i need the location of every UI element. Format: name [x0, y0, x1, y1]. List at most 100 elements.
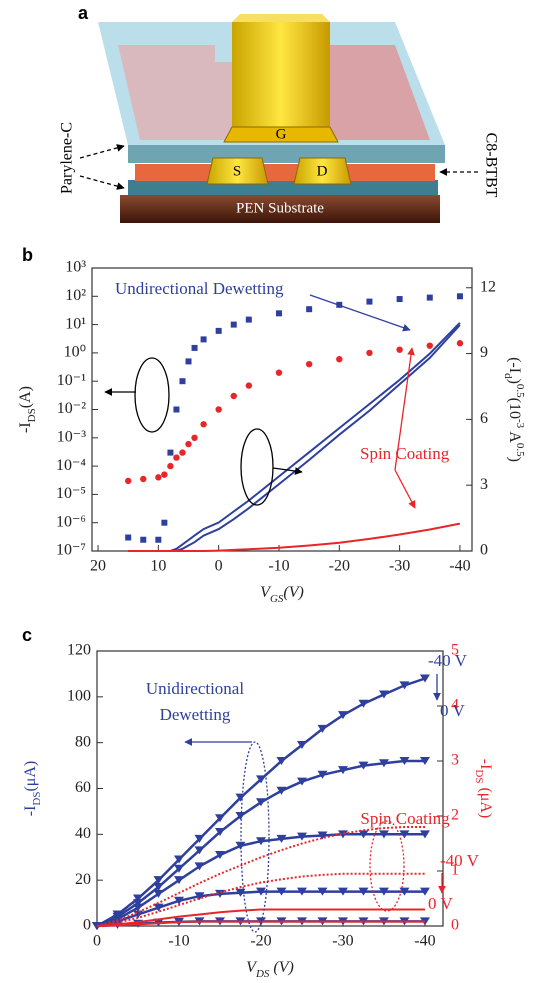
marker — [456, 293, 463, 300]
y2-tick-label: 0 — [451, 917, 459, 934]
marker — [153, 903, 164, 912]
marker — [173, 864, 184, 873]
marker — [245, 316, 252, 323]
source-pad — [206, 157, 269, 185]
y-tick-label: 10⁻⁴ — [56, 457, 86, 474]
axis-label: -IDS(A) — [17, 386, 38, 433]
marker — [235, 841, 246, 850]
marker — [153, 876, 164, 885]
annotation: -40 V — [428, 651, 468, 670]
axis-label-part: (V) — [269, 959, 293, 976]
marker — [337, 766, 348, 775]
x-tick-label: 0 — [215, 558, 223, 575]
chart: 20 10 0 -10 -20 -30 -40 10⁻⁷ 10⁻⁶ 10⁻⁵ 10⁻⁴ 10⁻³ 10⁻… — [56, 259, 496, 575]
annotation-graphic — [369, 820, 405, 912]
x-tick-label: 20 — [90, 558, 106, 575]
marker — [140, 475, 147, 483]
annotation-graphic — [272, 467, 303, 475]
marker — [161, 471, 168, 478]
marker — [230, 321, 237, 328]
y-tick-label: 10⁻³ — [57, 428, 86, 445]
marker — [173, 454, 180, 461]
annotation-graphic — [240, 741, 270, 933]
marker — [214, 828, 225, 837]
marker — [399, 887, 410, 896]
annotation: Undirectional Dewetting — [115, 279, 284, 298]
y-tick-label: 10⁻⁶ — [56, 513, 86, 530]
marker — [456, 340, 464, 347]
marker — [276, 757, 287, 765]
x-tick-label: -30 — [332, 933, 353, 950]
marker — [337, 830, 348, 839]
axis-label-part: DS — [255, 968, 270, 980]
y-tick-label: 10⁻⁵ — [56, 485, 86, 502]
plot-frame — [91, 267, 473, 552]
y2-tick-label: 3 — [451, 752, 459, 769]
marker — [155, 536, 162, 543]
marker — [275, 310, 282, 317]
marker — [235, 812, 246, 820]
marker — [214, 814, 225, 823]
drain-pad — [293, 157, 352, 185]
marker — [173, 855, 184, 864]
annotation-graphic — [134, 357, 170, 433]
gate-label: G — [276, 126, 287, 142]
marker — [173, 876, 184, 885]
y2-tick-label: 4 — [451, 697, 459, 714]
y-tick-label: 20 — [75, 871, 91, 888]
electrode — [118, 45, 250, 140]
chart: 0 -10 -20 -30 -40 0 20 40 60 80 100 120 0 1 2 3 4 5 Unidir… — [67, 642, 480, 950]
x-tick-label: -10 — [268, 558, 289, 575]
marker — [317, 724, 328, 733]
marker — [194, 834, 205, 843]
axis-label-part: A — [506, 428, 523, 443]
dielectric-label: Parylene-C — [59, 122, 76, 194]
annotation: -40 V — [440, 851, 480, 870]
marker — [366, 298, 373, 305]
axis-label-part: (-I — [506, 357, 523, 373]
gate-base — [223, 126, 339, 143]
panel-label: a — [78, 3, 89, 23]
y-tick-label: 10⁻⁷ — [56, 542, 86, 559]
marker — [215, 406, 222, 413]
x-tick-label: -20 — [329, 558, 350, 575]
annotation: Spin Coating — [360, 444, 450, 463]
series-line — [96, 908, 425, 927]
marker — [317, 831, 328, 840]
marker — [125, 534, 132, 541]
y-tick-label: 60 — [75, 779, 91, 796]
marker — [215, 327, 222, 334]
y-tick-label: 10¹ — [65, 315, 86, 332]
axis-label-part: (V) — [283, 584, 303, 601]
marker — [358, 830, 369, 839]
marker — [245, 382, 253, 389]
axis-label-part: -I — [17, 422, 34, 433]
semiconductor-label: C8-BTBT — [482, 133, 499, 198]
marker — [140, 536, 147, 543]
marker — [194, 846, 205, 855]
marker — [419, 887, 430, 896]
y2-tick-label: 3 — [480, 476, 488, 493]
annotation-graphic — [240, 428, 274, 506]
axis-label-part: (μA) — [22, 761, 39, 792]
marker — [214, 850, 225, 859]
axis-label-part: V — [246, 959, 258, 976]
marker — [296, 777, 307, 786]
marker — [200, 336, 207, 343]
marker — [161, 519, 168, 526]
panel-label: c — [22, 625, 32, 645]
marker — [358, 887, 369, 896]
marker — [173, 406, 180, 413]
marker — [191, 434, 198, 441]
y2-tick-label: 6 — [480, 410, 488, 427]
marker — [419, 674, 430, 683]
y-tick-label: 0 — [83, 917, 91, 934]
axis-label-part: (A) — [17, 386, 34, 408]
substrate-label: PEN Substrate — [236, 200, 324, 216]
axis-label-part: -I — [22, 806, 39, 817]
y-tick-label: 40 — [75, 825, 91, 842]
arrows — [79, 144, 478, 190]
annotation: 0 V — [440, 701, 465, 720]
axis-label-part: -I — [477, 759, 494, 770]
